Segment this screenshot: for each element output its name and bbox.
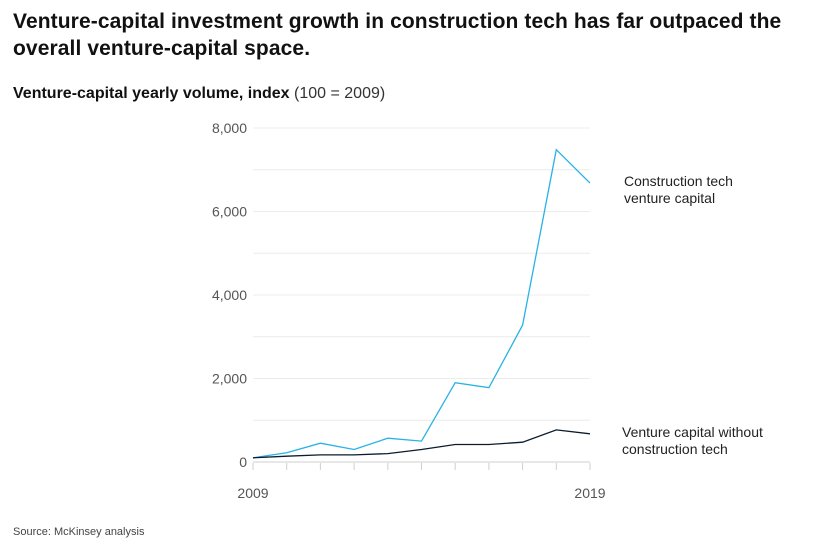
y-tick-label: 8,000: [212, 120, 247, 136]
series-line-construction: [252, 148, 591, 459]
x-tick-label: 2009: [237, 485, 268, 501]
source-note: Source: McKinsey analysis: [13, 526, 145, 538]
chart-title: Venture-capital investment growth in con…: [13, 10, 782, 60]
subtitle-bold: Venture-capital yearly volume, index: [13, 85, 290, 102]
x-tick-label: 2019: [574, 485, 605, 501]
subtitle-note: (100 = 2009): [294, 85, 386, 102]
chart-subtitle: Venture-capital yearly volume, index (10…: [13, 85, 385, 103]
legend-label-construction: Construction tech venture capital: [624, 173, 733, 206]
legend-label-overall: Venture capital without construction tec…: [622, 424, 763, 457]
series-line-overall: [252, 429, 591, 459]
y-tick-label: 4,000: [212, 287, 247, 303]
y-tick-label: 0: [239, 454, 247, 470]
y-tick-label: 2,000: [212, 371, 247, 387]
y-tick-label: 6,000: [212, 204, 247, 220]
